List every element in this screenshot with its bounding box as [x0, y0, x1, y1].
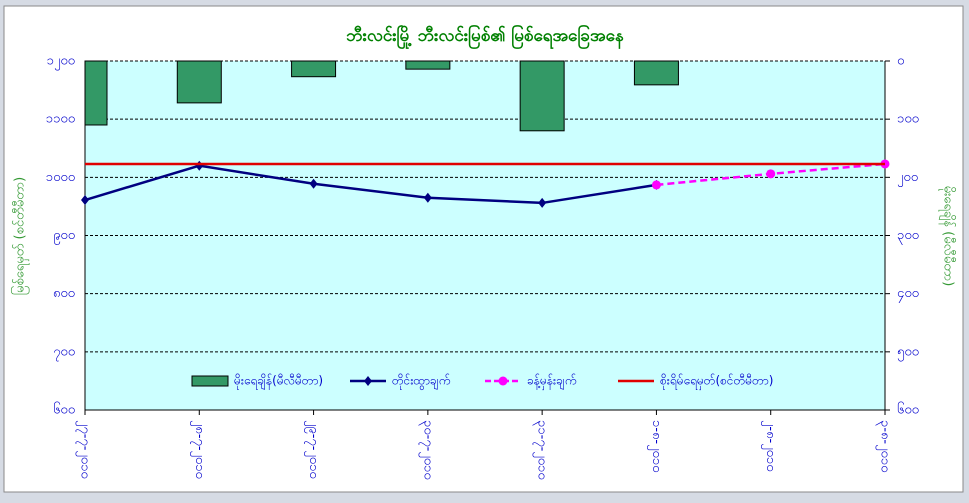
bar: [84, 60, 108, 126]
marker: [538, 197, 547, 208]
y2-tick-label: ၃၀၀: [897, 228, 919, 245]
y2-tick-label: ၆၀၀: [897, 402, 919, 418]
x-tick-label: ၂-၈-၂၀၁၀: [761, 420, 778, 472]
y2-tick-label: ၅၀၀: [897, 344, 919, 361]
x-tick-label: ၁-၈-၂၀၁၀: [647, 420, 664, 472]
legend-label: ခန့်မှန်းချက်: [527, 373, 576, 391]
bar: [291, 60, 337, 78]
y-tick-label: ၆၀၀: [53, 402, 75, 418]
bar: [405, 60, 451, 70]
marker: [423, 192, 432, 203]
x-tick-label: ၂၉-၇-၂၀၁၀: [304, 420, 321, 479]
y-tick-label: ၁၂၀၀: [47, 54, 75, 71]
bar: [176, 60, 222, 104]
y-tick-label: ၉၀၀: [53, 228, 75, 245]
marker: [651, 180, 661, 190]
y2-tick-label: ၄၀၀: [897, 286, 919, 303]
y-tick-label: ၇၀၀: [53, 344, 75, 361]
line: [84, 164, 657, 205]
legend-swatch: [191, 375, 229, 387]
y2-axis-title: မိုးရေချိန် (မီလီမီတာ): [939, 186, 957, 287]
y2-tick-label: ၂၀၀: [897, 170, 918, 187]
x-tick-label: ၂၇-၇-၂၀၁၀: [76, 420, 93, 479]
legend-label: တိုင်းထွာချက်: [392, 373, 450, 391]
x-tick-label: ၃-၈-၂၀၁၀: [876, 420, 893, 472]
y-tick-label: ၈၀၀: [53, 286, 75, 301]
marker: [309, 178, 318, 189]
x-tick-label: ၂၈-၇-၂၀၁၀: [190, 420, 207, 479]
x-tick-label: ၃၁-၇-၂၀၁၀: [533, 420, 550, 480]
chart-title: ဘီးလင်းမြို့ ဘီးလင်းမြစ်၏ မြစ်ရေအခြေအနေ: [345, 23, 624, 50]
legend-label: မိုးရေချိန်(မီလီမီတာ): [234, 373, 323, 391]
legend-marker: [498, 376, 508, 386]
bar: [519, 60, 565, 132]
y-tick-label: ၁၀၀၀: [46, 170, 75, 185]
bar: [633, 60, 679, 86]
y2-tick-label: ၀: [897, 54, 904, 69]
y-tick-label: ၁၁၀၀: [46, 112, 75, 127]
x-tick-label: ၃၀-၇-၂၀၁၀: [418, 420, 435, 480]
y2-tick-label: ၁၀၀: [897, 112, 919, 127]
marker: [81, 195, 89, 206]
y-axis-title: မြစ်ရေမှတ် (စင်တီမီတာ): [11, 177, 30, 295]
legend-marker: [364, 376, 372, 386]
marker: [766, 169, 776, 179]
legend-label: စိုးရိမ်ရေမှတ်(စင်တီမီတာ): [660, 373, 773, 391]
